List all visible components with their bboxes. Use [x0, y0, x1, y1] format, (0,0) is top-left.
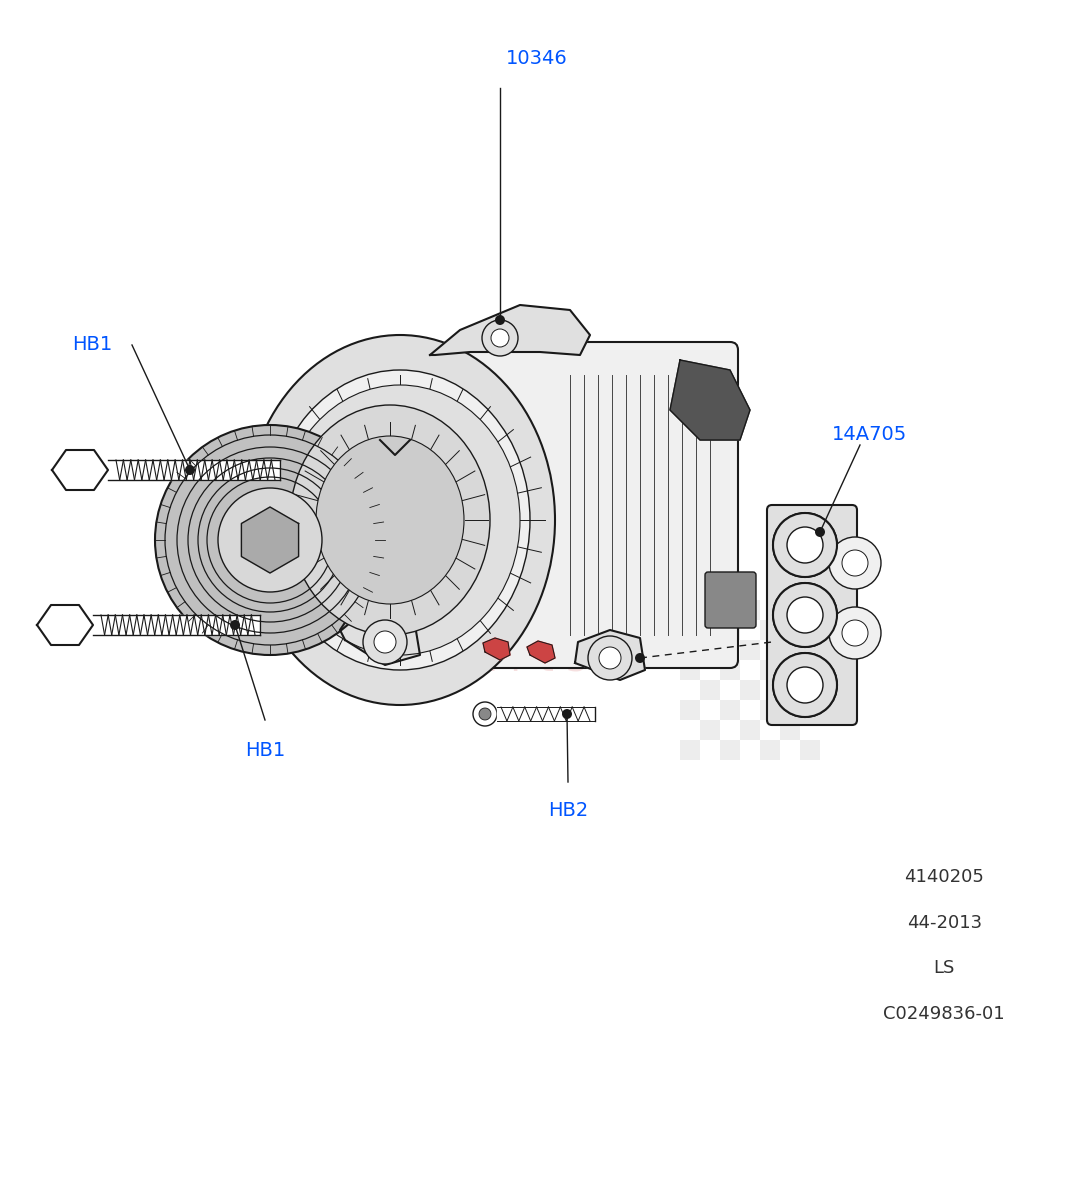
FancyBboxPatch shape: [705, 572, 756, 628]
Bar: [680, 740, 700, 760]
FancyBboxPatch shape: [767, 505, 857, 725]
Circle shape: [185, 464, 195, 475]
Polygon shape: [430, 305, 590, 355]
Text: HB2: HB2: [548, 800, 588, 820]
Text: 10346: 10346: [506, 48, 568, 67]
Ellipse shape: [317, 436, 464, 604]
Bar: [760, 700, 780, 720]
Bar: [680, 620, 700, 640]
Polygon shape: [575, 630, 645, 680]
Bar: [780, 680, 800, 700]
Text: scuderia: scuderia: [217, 544, 684, 636]
Circle shape: [787, 596, 823, 634]
Circle shape: [495, 314, 505, 325]
Circle shape: [588, 636, 632, 680]
Circle shape: [773, 583, 837, 647]
Polygon shape: [36, 605, 93, 646]
Bar: [780, 640, 800, 660]
Circle shape: [599, 647, 621, 670]
Circle shape: [787, 667, 823, 703]
Circle shape: [829, 538, 881, 589]
Circle shape: [773, 653, 837, 716]
Circle shape: [482, 320, 518, 356]
Polygon shape: [670, 360, 750, 440]
Circle shape: [787, 596, 823, 634]
Polygon shape: [483, 638, 510, 660]
Ellipse shape: [270, 370, 530, 670]
Bar: [700, 720, 720, 740]
Ellipse shape: [245, 335, 555, 704]
Circle shape: [829, 607, 881, 659]
Bar: [720, 740, 740, 760]
Text: c a r   p a r t s: c a r p a r t s: [313, 641, 586, 679]
Polygon shape: [340, 610, 420, 665]
Ellipse shape: [290, 404, 490, 635]
Bar: [740, 680, 760, 700]
Text: LS: LS: [934, 960, 955, 977]
Circle shape: [773, 653, 837, 716]
Circle shape: [787, 527, 823, 563]
Circle shape: [635, 653, 645, 662]
Circle shape: [473, 702, 497, 726]
Bar: [680, 700, 700, 720]
Bar: [800, 620, 820, 640]
Circle shape: [218, 488, 322, 592]
Text: 44-2013: 44-2013: [907, 914, 982, 931]
Circle shape: [815, 527, 825, 538]
Bar: [800, 700, 820, 720]
Circle shape: [773, 583, 837, 647]
Circle shape: [363, 620, 407, 664]
Bar: [740, 640, 760, 660]
Bar: [780, 720, 800, 740]
Circle shape: [842, 620, 868, 646]
Circle shape: [491, 329, 509, 347]
Bar: [700, 640, 720, 660]
Text: HB1: HB1: [72, 336, 112, 354]
Circle shape: [842, 550, 868, 576]
Text: HB1: HB1: [245, 740, 285, 760]
Bar: [800, 740, 820, 760]
FancyBboxPatch shape: [442, 342, 738, 668]
Circle shape: [773, 514, 837, 577]
Circle shape: [773, 514, 837, 577]
Circle shape: [787, 527, 823, 563]
Polygon shape: [52, 450, 108, 490]
Circle shape: [230, 620, 240, 630]
Bar: [720, 620, 740, 640]
Circle shape: [562, 709, 572, 719]
Circle shape: [787, 667, 823, 703]
Bar: [760, 740, 780, 760]
Bar: [680, 660, 700, 680]
Bar: [720, 700, 740, 720]
Bar: [760, 660, 780, 680]
Bar: [780, 600, 800, 620]
Bar: [700, 680, 720, 700]
Circle shape: [374, 631, 396, 653]
Bar: [740, 600, 760, 620]
Text: 4140205: 4140205: [905, 869, 984, 886]
Bar: [720, 660, 740, 680]
Polygon shape: [527, 641, 555, 662]
Text: C0249836-01: C0249836-01: [883, 1006, 1005, 1022]
Bar: [740, 720, 760, 740]
Bar: [700, 600, 720, 620]
Circle shape: [155, 425, 385, 655]
Bar: [760, 620, 780, 640]
Circle shape: [479, 708, 491, 720]
Polygon shape: [241, 506, 298, 572]
Bar: [800, 660, 820, 680]
Text: 14A705: 14A705: [833, 426, 908, 444]
Ellipse shape: [280, 385, 520, 655]
